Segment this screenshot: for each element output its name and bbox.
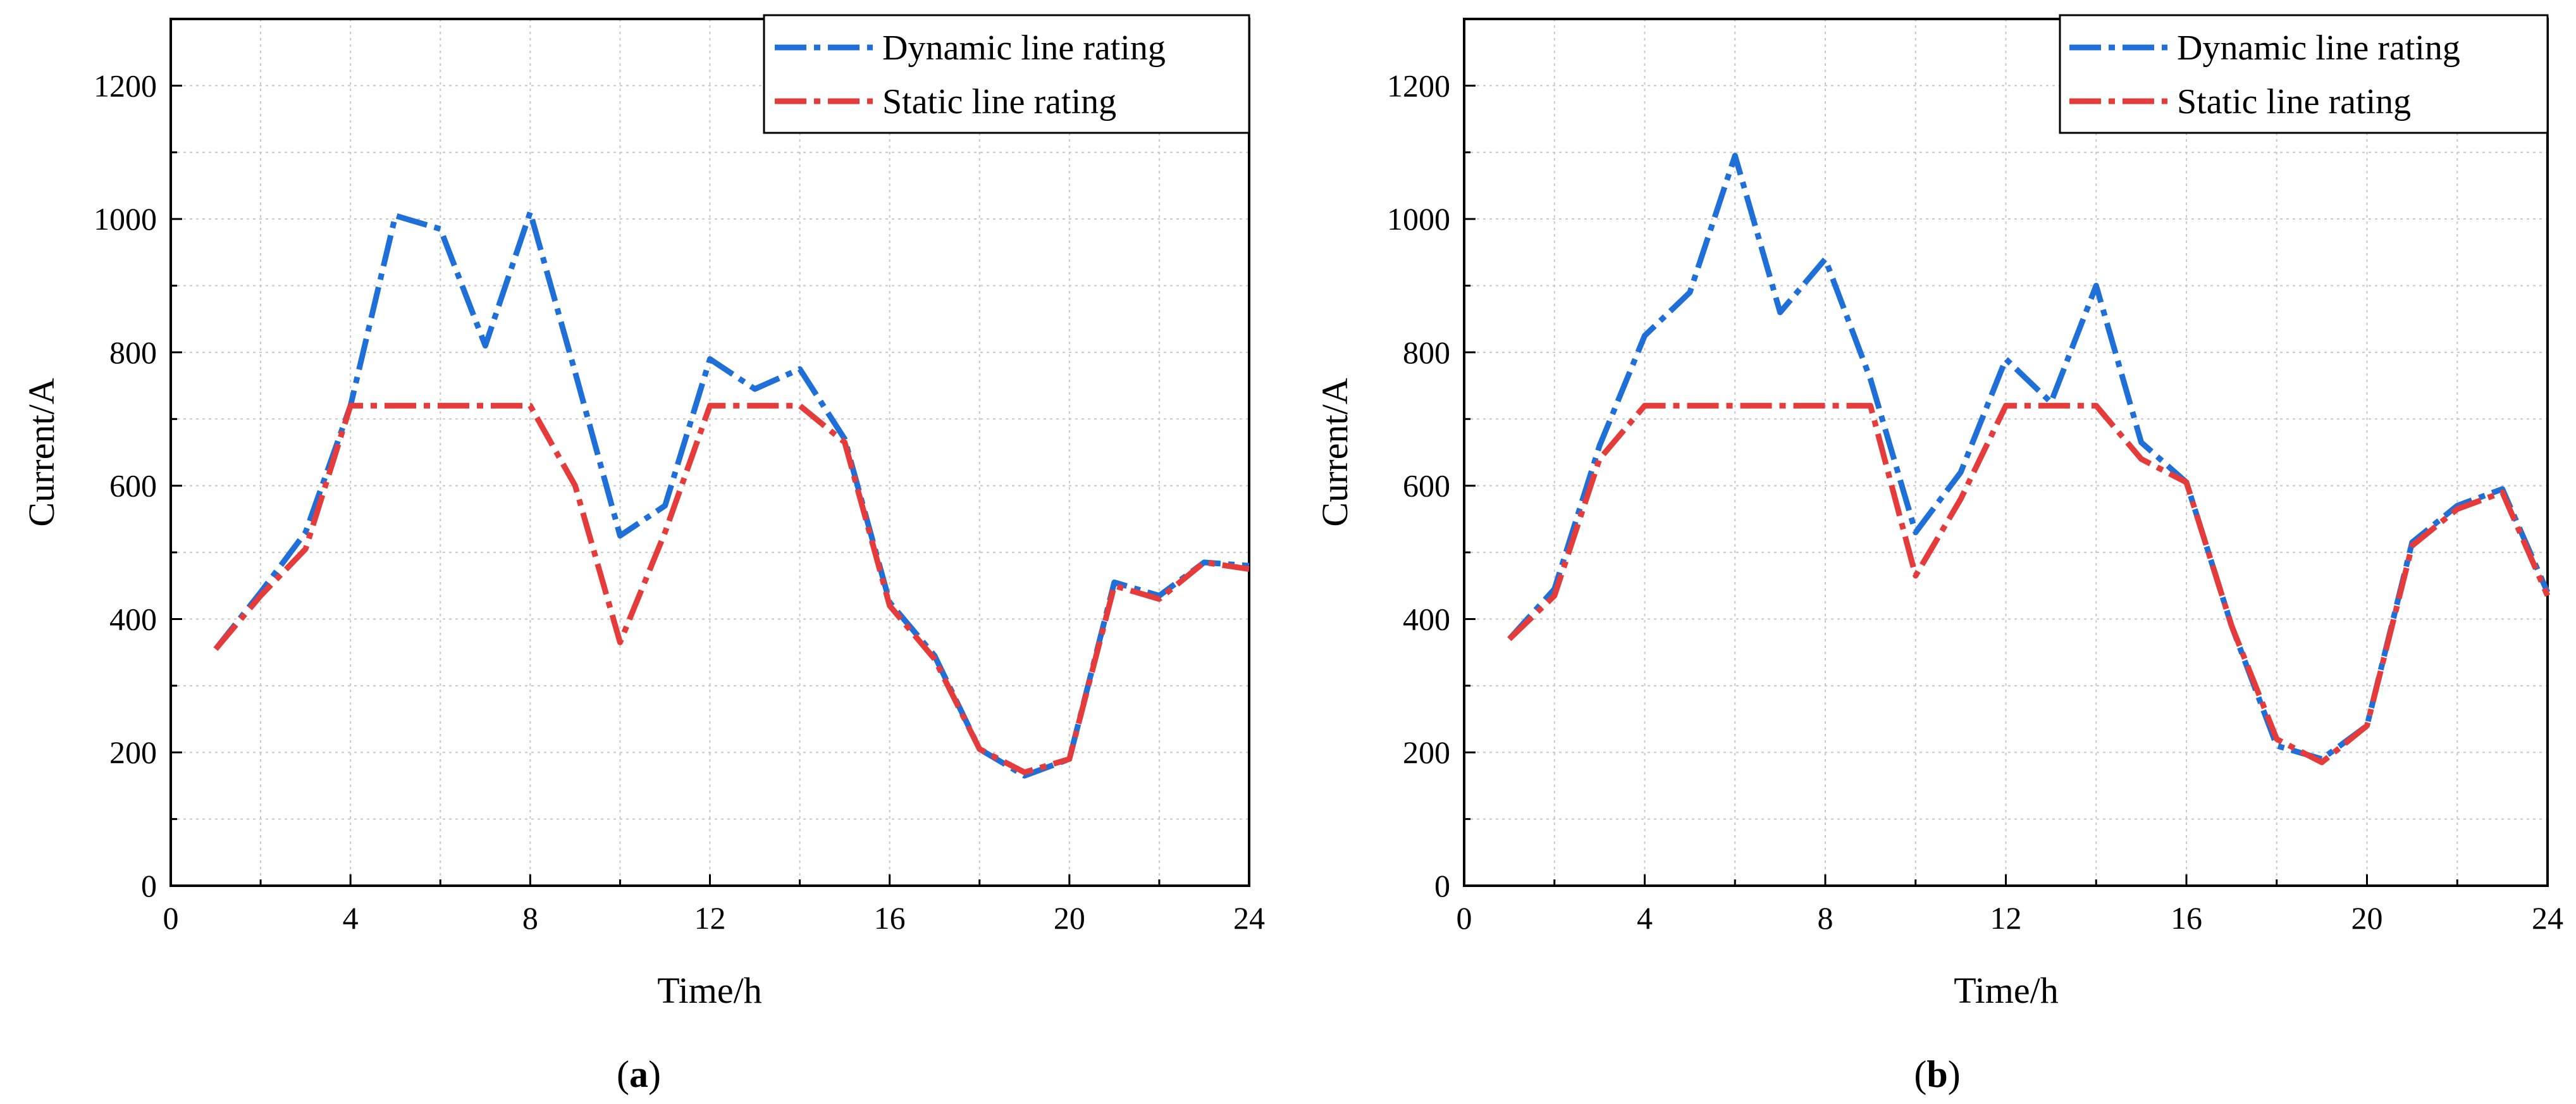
panel-a-series bbox=[213, 209, 1250, 779]
y-tick-label: 1200 bbox=[1387, 68, 1450, 103]
panel-b-legend-box bbox=[2059, 14, 2549, 134]
panel-a-x-ticks: 0 4 8 12 16 20 24 bbox=[163, 874, 1265, 936]
y-tick-label: 800 bbox=[1403, 335, 1450, 370]
panel-b-legend-dynamic-label: Dynamic line rating bbox=[2177, 28, 2460, 68]
y-tick-label: 600 bbox=[109, 468, 157, 504]
panel-a-legend-static-label: Static line rating bbox=[882, 82, 1116, 121]
x-tick-label: 0 bbox=[163, 900, 179, 936]
panel-b-label: (b) bbox=[1914, 1053, 1960, 1095]
y-tick-label: 200 bbox=[109, 735, 157, 770]
y-tick-label: 400 bbox=[109, 601, 157, 636]
panel-a-y-ticks: 0 200 400 600 800 1000 1200 bbox=[94, 18, 182, 903]
panel-a-legend-box bbox=[763, 14, 1250, 134]
panel-b: 0 200 400 600 800 1000 1200 0 4 8 12 16 20 24 Time/h… bbox=[1314, 14, 2563, 1095]
panel-b-plot-frame bbox=[1463, 18, 2549, 887]
panel-a-series-dynamic-line bbox=[213, 209, 1250, 779]
panel-a-label: (a) bbox=[617, 1053, 661, 1095]
panel-b-series-dynamic-line bbox=[1507, 152, 2551, 762]
panel-a-legend: Dynamic line rating Static line rating bbox=[763, 14, 1250, 134]
y-tick-label: 600 bbox=[1403, 468, 1450, 504]
x-tick-label: 16 bbox=[874, 900, 906, 936]
y-tick-label: 400 bbox=[1403, 601, 1450, 636]
x-tick-label: 20 bbox=[1054, 900, 1085, 936]
x-tick-label: 8 bbox=[522, 900, 538, 936]
y-tick-label: 1000 bbox=[94, 201, 157, 237]
x-tick-label: 4 bbox=[1637, 900, 1653, 936]
x-tick-label: 20 bbox=[2351, 900, 2383, 936]
x-tick-label: 24 bbox=[2532, 900, 2563, 936]
panel-a-series-static-line bbox=[213, 402, 1250, 776]
y-tick-label: 800 bbox=[109, 335, 157, 370]
x-tick-label: 4 bbox=[343, 900, 359, 936]
x-tick-label: 24 bbox=[1233, 900, 1265, 936]
panel-b-y-ticks: 0 200 400 600 800 1000 1200 bbox=[1387, 18, 1476, 903]
x-tick-label: 16 bbox=[2171, 900, 2202, 936]
panel-a-x-axis-title: Time/h bbox=[657, 970, 761, 1011]
panel-b-y-axis-title: Current/A bbox=[1314, 378, 1355, 526]
panel-a-grid bbox=[171, 19, 1249, 886]
panel-b-series bbox=[1507, 152, 2551, 766]
panel-b-grid bbox=[1464, 19, 2548, 886]
y-tick-label: 0 bbox=[141, 868, 157, 903]
x-tick-label: 12 bbox=[1990, 900, 2022, 936]
x-tick-label: 0 bbox=[1457, 900, 1472, 936]
panel-b-legend-static-label: Static line rating bbox=[2177, 82, 2411, 121]
y-tick-label: 200 bbox=[1403, 735, 1450, 770]
x-tick-label: 8 bbox=[1818, 900, 1833, 936]
panel-b-x-axis-title: Time/h bbox=[1954, 970, 2058, 1011]
y-tick-label: 0 bbox=[1434, 868, 1450, 903]
panel-b-series-static-line bbox=[1507, 402, 2551, 766]
panel-a-legend-dynamic-label: Dynamic line rating bbox=[882, 28, 1166, 68]
panel-a: 0 200 400 600 800 1000 1200 0 4 8 12 16 20 24 Time/h… bbox=[21, 14, 1265, 1095]
y-tick-label: 1200 bbox=[94, 68, 157, 103]
panel-b-x-ticks: 0 4 8 12 16 20 24 bbox=[1457, 874, 2563, 936]
panel-b-legend: Dynamic line rating Static line rating bbox=[2059, 14, 2549, 134]
y-tick-label: 1000 bbox=[1387, 201, 1450, 237]
panel-a-y-axis-title: Current/A bbox=[21, 378, 62, 526]
x-tick-label: 12 bbox=[694, 900, 726, 936]
